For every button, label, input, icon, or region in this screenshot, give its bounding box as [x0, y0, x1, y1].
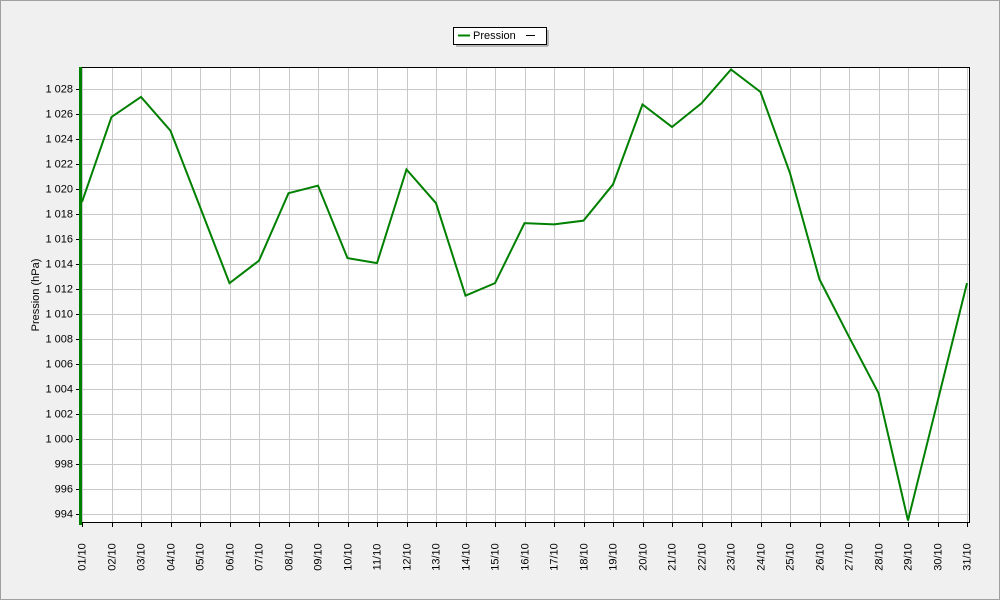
- y-tick-label: 1 022: [45, 158, 73, 170]
- x-tick-label: 15/10: [489, 543, 501, 571]
- y-tick-label: 1 008: [45, 333, 73, 345]
- y-tick-label: 1 020: [45, 183, 73, 195]
- x-tick-label: 01/10: [76, 543, 88, 571]
- x-tick-label: 24/10: [755, 543, 767, 571]
- x-tick-label: 16/10: [519, 543, 531, 571]
- y-tick-label: 1 028: [45, 83, 73, 95]
- data-line: [81, 68, 968, 521]
- x-tick-label: 19/10: [607, 543, 619, 571]
- x-tick-label: 22/10: [696, 543, 708, 571]
- x-tick-label: 04/10: [165, 543, 177, 571]
- x-tick-label: 31/10: [961, 543, 973, 571]
- y-tick-label: 1 014: [45, 258, 73, 270]
- x-tick-label: 25/10: [784, 543, 796, 571]
- y-tick-label: 1 010: [45, 308, 73, 320]
- y-tick-label: 994: [55, 508, 73, 520]
- y-tick-label: 1 026: [45, 108, 73, 120]
- x-tick-label: 03/10: [135, 543, 147, 571]
- x-tick-label: 05/10: [194, 543, 206, 571]
- x-tick-label: 07/10: [253, 543, 265, 571]
- x-tick-label: 14/10: [460, 543, 472, 571]
- x-tick-label: 26/10: [814, 543, 826, 571]
- y-tick-label: 998: [55, 458, 73, 470]
- x-tick-label: 20/10: [637, 543, 649, 571]
- x-tick-label: 10/10: [342, 543, 354, 571]
- y-tick-label: 1 016: [45, 233, 73, 245]
- x-tick-label: 02/10: [106, 543, 118, 571]
- x-tick-label: 30/10: [932, 543, 944, 571]
- x-tick-label: 27/10: [843, 543, 855, 571]
- y-axis-label: Pression (hPa): [30, 259, 42, 332]
- x-tick-label: 28/10: [873, 543, 885, 571]
- x-tick-label: 23/10: [725, 543, 737, 571]
- x-tick-label: 12/10: [401, 543, 413, 571]
- x-tick-label: 09/10: [312, 543, 324, 571]
- y-tick-label: 1 006: [45, 358, 73, 370]
- y-tick-label: 1 004: [45, 383, 73, 395]
- y-tick-label: 996: [55, 483, 73, 495]
- x-tick-label: 29/10: [902, 543, 914, 571]
- x-tick-label: 18/10: [578, 543, 590, 571]
- x-tick-label: 17/10: [548, 543, 560, 571]
- y-tick-label: 1 000: [45, 433, 73, 445]
- y-tick-label: 1 024: [45, 133, 73, 145]
- y-tick-label: 1 012: [45, 283, 73, 295]
- x-tick-label: 11/10: [371, 544, 383, 571]
- legend-box: [453, 27, 547, 45]
- x-tick-label: 08/10: [283, 543, 295, 571]
- legend: Pression: [453, 27, 549, 47]
- y-tick-label: 1 002: [45, 408, 73, 420]
- x-tick-label: 13/10: [430, 543, 442, 571]
- y-tick-label: 1 018: [45, 208, 73, 220]
- x-tick-label: 21/10: [666, 543, 678, 571]
- legend-label: Pression: [473, 30, 516, 42]
- x-tick-label: 06/10: [224, 543, 236, 571]
